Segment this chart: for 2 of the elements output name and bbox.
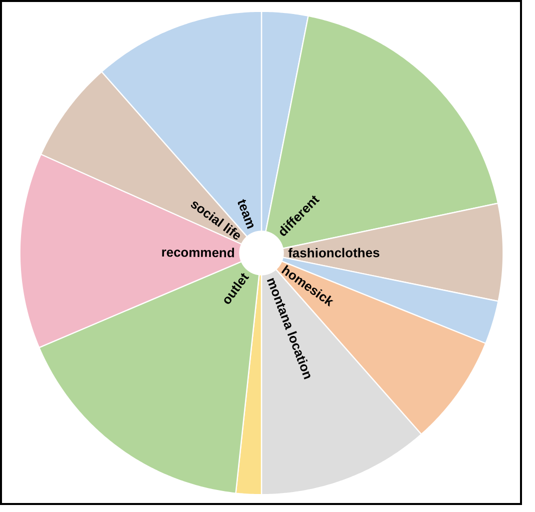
slice-label: recommend xyxy=(161,244,235,260)
slice-label: fashionclothes xyxy=(288,245,380,260)
